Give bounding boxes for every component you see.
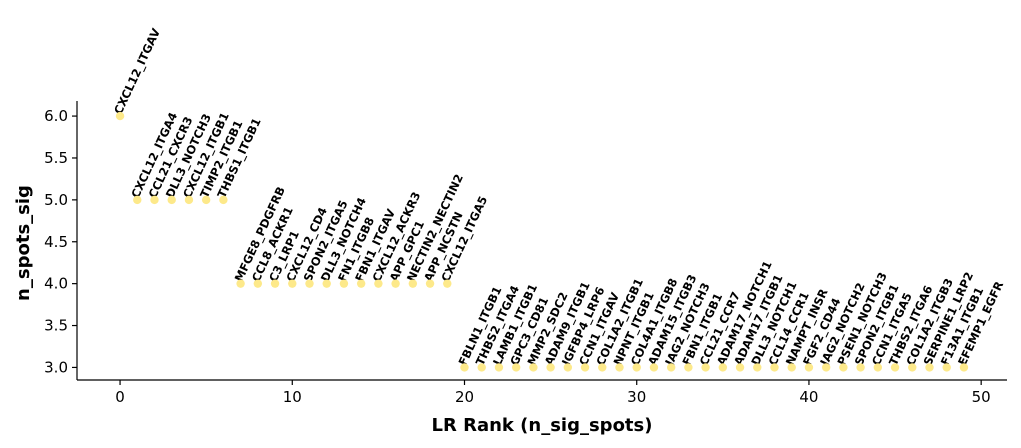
data-point xyxy=(649,363,659,372)
data-point xyxy=(219,195,228,205)
data-point xyxy=(959,363,969,372)
data-point xyxy=(167,195,176,205)
y-tick-label: 5.0 xyxy=(44,191,68,209)
x-tick-label: 10 xyxy=(283,388,302,406)
data-point xyxy=(322,279,331,288)
data-point xyxy=(804,363,814,372)
data-point xyxy=(288,279,297,288)
data-point xyxy=(856,363,865,372)
data-point xyxy=(770,363,779,372)
y-tick-label: 5.5 xyxy=(44,149,68,167)
point-label: CXCL12_ITGAV xyxy=(111,26,164,117)
data-point xyxy=(632,363,641,372)
data-point xyxy=(270,279,280,288)
data-point xyxy=(133,195,142,205)
data-point xyxy=(443,279,452,288)
data-point xyxy=(666,363,676,372)
x-tick-label: 30 xyxy=(627,388,646,406)
data-point xyxy=(408,279,418,288)
data-point xyxy=(615,363,624,372)
x-ticks: 0 10 20 30 40 50 xyxy=(115,380,991,406)
data-point xyxy=(839,363,848,372)
y-tick-label: 4.0 xyxy=(44,275,68,293)
y-tick-label: 4.5 xyxy=(44,233,68,251)
data-point-layer xyxy=(115,111,969,372)
data-point xyxy=(201,195,211,205)
x-tick-label: 20 xyxy=(455,388,474,406)
data-point xyxy=(460,363,469,372)
data-point xyxy=(115,111,125,121)
data-point xyxy=(873,363,883,372)
data-point xyxy=(908,363,917,372)
data-point xyxy=(925,363,934,372)
data-point xyxy=(684,363,693,372)
data-point xyxy=(391,279,400,288)
data-point xyxy=(253,279,263,288)
x-axis-title: LR Rank (n_sig_spots) xyxy=(432,415,653,436)
data-point xyxy=(821,363,831,372)
data-point xyxy=(511,363,521,372)
x-tick-label: 40 xyxy=(799,388,818,406)
y-ticks: 3.0 3.5 4.0 4.5 5.0 5.5 6.0 xyxy=(44,107,77,376)
data-point xyxy=(735,363,745,372)
data-point xyxy=(529,363,538,372)
data-point xyxy=(942,363,951,372)
data-point xyxy=(477,363,486,372)
data-point xyxy=(425,279,435,288)
y-tick-label: 3.5 xyxy=(44,317,68,335)
data-point xyxy=(356,279,366,288)
axes: 0 10 20 30 40 50 3.0 3.5 4.0 4.5 5.0 5.5 6.0 LR Ran… xyxy=(13,101,1007,436)
data-point xyxy=(546,363,555,372)
data-point xyxy=(374,279,383,288)
data-point xyxy=(701,363,710,372)
data-point xyxy=(718,363,728,372)
data-point xyxy=(339,279,349,288)
x-tick-label: 0 xyxy=(115,388,125,406)
data-point xyxy=(580,363,590,372)
data-point xyxy=(787,363,796,372)
data-point xyxy=(494,363,504,372)
data-point xyxy=(753,363,762,372)
y-axis-title: n_spots_sig xyxy=(13,185,34,301)
data-point xyxy=(305,279,314,288)
point-label-layer: CXCL12_ITGAVCXCL12_ITGA4CCL21_CXCR3DLL3_… xyxy=(111,26,1007,369)
data-point xyxy=(236,279,245,288)
data-point xyxy=(563,363,573,372)
data-point xyxy=(890,363,900,372)
data-point xyxy=(184,195,194,205)
data-point xyxy=(150,195,159,205)
y-tick-label: 6.0 xyxy=(44,107,68,125)
data-point xyxy=(598,363,607,372)
x-tick-label: 50 xyxy=(972,388,991,406)
y-tick-label: 3.0 xyxy=(44,358,68,376)
